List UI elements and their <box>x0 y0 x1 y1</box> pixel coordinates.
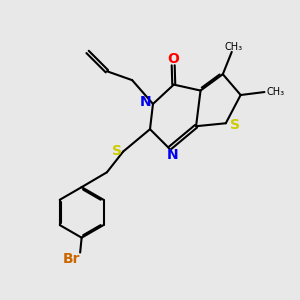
Text: N: N <box>140 95 152 110</box>
Text: O: O <box>167 52 179 66</box>
Text: Br: Br <box>62 252 80 266</box>
Text: CH₃: CH₃ <box>267 87 285 97</box>
Text: N: N <box>167 148 178 162</box>
Text: S: S <box>112 145 122 158</box>
Text: S: S <box>230 118 240 132</box>
Text: CH₃: CH₃ <box>224 42 242 52</box>
